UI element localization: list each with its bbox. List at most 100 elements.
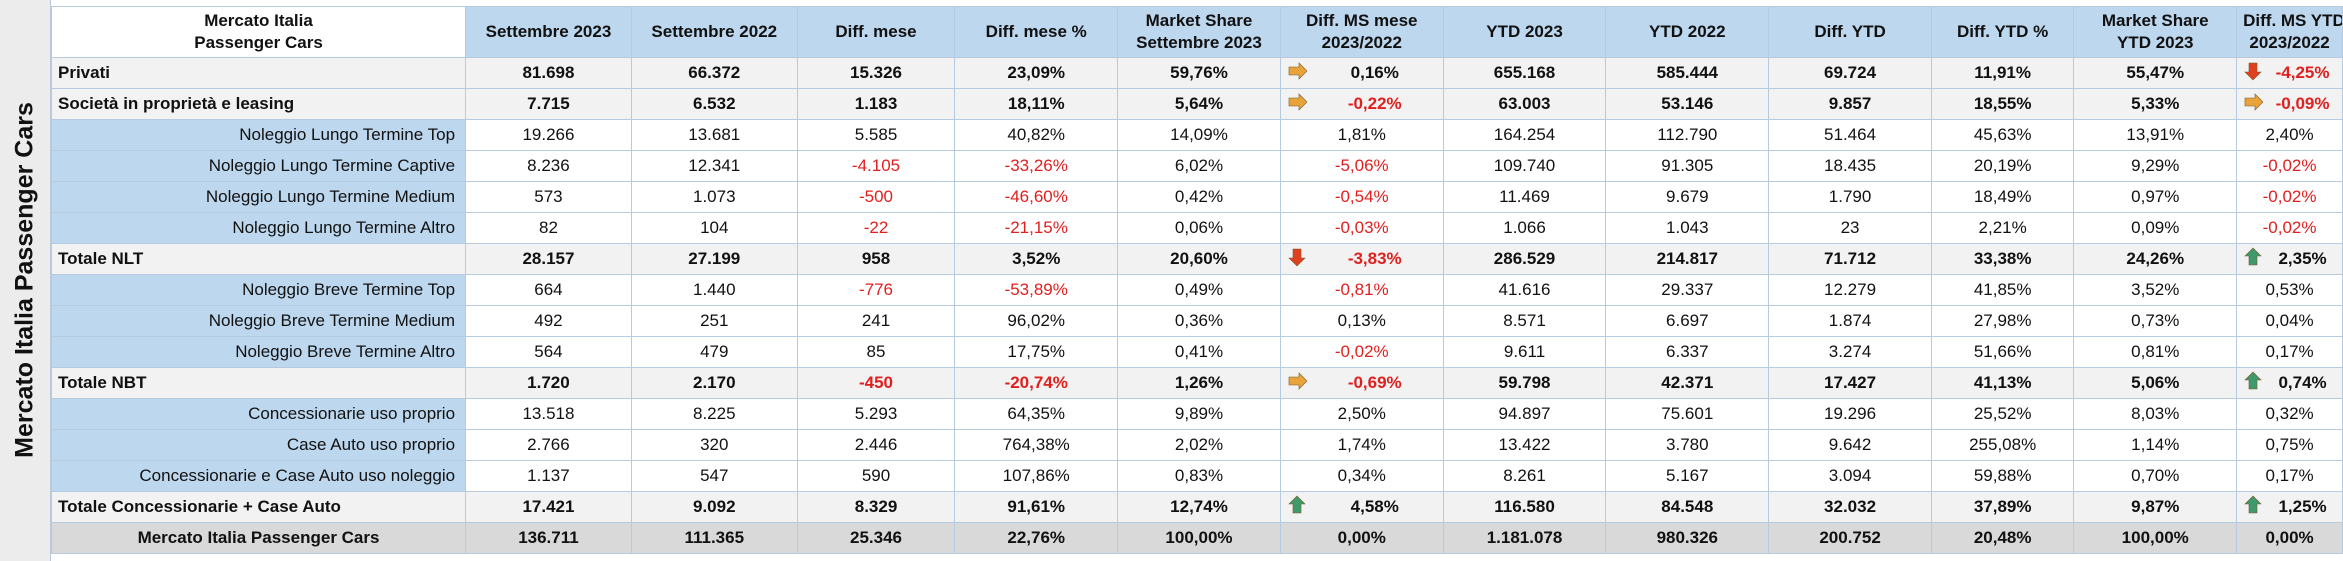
table-cell: 2.170 <box>630 367 798 399</box>
cell-value: -0,69% <box>1347 373 1402 392</box>
table-cell: 0,70% <box>2073 460 2238 492</box>
table-cell: 0,13% <box>1279 305 1444 337</box>
table-cell: 547 <box>630 460 798 492</box>
table-cell: 0,42% <box>1117 181 1281 213</box>
table-cell: 320 <box>630 429 798 461</box>
table-cell: 75.601 <box>1605 398 1770 430</box>
arrow-up-icon <box>2243 495 2271 520</box>
table-cell: 479 <box>630 336 798 368</box>
row-label: Mercato Italia Passenger Cars <box>50 522 467 554</box>
table-cell: 492 <box>465 305 632 337</box>
table-cell: 200.752 <box>1768 522 1932 554</box>
column-header-line: Diff. mese <box>835 22 917 41</box>
cell-value: -0,22% <box>1347 94 1402 113</box>
table-row: Totale NBT 1.720 2.170 -450 -20,74% 1,26% -0,6… <box>50 367 2343 399</box>
table-cell: 8.329 <box>796 491 956 523</box>
column-header-line: Settembre 2023 <box>485 22 612 41</box>
table-cell: 24,26% <box>2073 243 2238 275</box>
table-cell: 8.225 <box>630 398 798 430</box>
table-cell: 241 <box>796 305 956 337</box>
table-cell: -0,02% <box>2236 150 2343 182</box>
table-cell: 6.337 <box>1605 336 1770 368</box>
table-cell: 2,50% <box>1279 398 1444 430</box>
arrow-right-icon <box>1287 371 1315 396</box>
table-cell: 11.469 <box>1442 181 1607 213</box>
table-cell: 2,35% <box>2236 243 2343 275</box>
table-cell: 255,08% <box>1930 429 2075 461</box>
table-cell: 41,85% <box>1930 274 2075 306</box>
cell-value: 1,25% <box>2278 497 2327 516</box>
table-cell: 136.711 <box>465 522 632 554</box>
table-cell: 18,11% <box>954 88 1119 120</box>
table-cell: 1,74% <box>1279 429 1444 461</box>
column-header-line: Settembre 2022 <box>651 22 778 41</box>
table-cell: 9.642 <box>1768 429 1932 461</box>
table-cell: 8,03% <box>2073 398 2238 430</box>
table-cell: 9.857 <box>1768 88 1932 120</box>
table-cell: -4.105 <box>796 150 956 182</box>
table-cell: 0,83% <box>1117 460 1281 492</box>
column-header-line: Settembre 2023 <box>1136 33 1262 52</box>
table-cell: 573 <box>465 181 632 213</box>
table-row: Noleggio Lungo Termine Medium 573 1.073 -50… <box>50 181 2343 213</box>
arrow-up-icon <box>2243 247 2271 272</box>
table-cell: 2,21% <box>1930 212 2075 244</box>
table-cell: 33,38% <box>1930 243 2075 275</box>
corner-line-1: Mercato Italia <box>204 11 313 30</box>
table-cell: 71.712 <box>1768 243 1932 275</box>
table-cell: 53.146 <box>1605 88 1770 120</box>
table-cell: -4,25% <box>2236 57 2343 89</box>
table-cell: 100,00% <box>1117 522 1281 554</box>
table-cell: 25,52% <box>1930 398 2075 430</box>
table-cell: 69.724 <box>1768 57 1932 89</box>
table-row: Concessionarie e Case Auto uso noleggio 1… <box>50 460 2343 492</box>
table-cell: 8.261 <box>1442 460 1607 492</box>
table-cell: 2.446 <box>796 429 956 461</box>
table-cell: 0,17% <box>2236 336 2343 368</box>
table-cell: 55,47% <box>2073 57 2238 89</box>
cell-value: -3,83% <box>1347 249 1402 268</box>
table-cell: 23,09% <box>954 57 1119 89</box>
table-cell: 2.766 <box>465 429 632 461</box>
table-row: Privati 81.698 66.372 15.326 23,09% 59,76% 0,1… <box>50 57 2343 89</box>
table-cell: 51.464 <box>1768 119 1932 151</box>
table-row: Noleggio Breve Termine Medium 492 251 241 96… <box>50 305 2343 337</box>
table-cell: 14,09% <box>1117 119 1281 151</box>
cell-value: -4,25% <box>2275 63 2330 82</box>
corner-line-2: Passenger Cars <box>194 33 323 52</box>
table-cell: 1.181.078 <box>1442 522 1607 554</box>
table-cell: 19.266 <box>465 119 632 151</box>
column-header-line: Diff. MS YTD <box>2243 11 2343 30</box>
table-cell: 0,73% <box>2073 305 2238 337</box>
table-cell: 9.611 <box>1442 336 1607 368</box>
table-cell: 107,86% <box>954 460 1119 492</box>
table-cell: 3,52% <box>954 243 1119 275</box>
table-cell: 0,97% <box>2073 181 2238 213</box>
table-cell: 655.168 <box>1442 57 1607 89</box>
table-cell: 0,32% <box>2236 398 2343 430</box>
table-cell: 4,58% <box>1279 491 1444 523</box>
table-cell: 1,26% <box>1117 367 1281 399</box>
table-cell: 3.780 <box>1605 429 1770 461</box>
row-label: Privati <box>50 57 467 89</box>
table-cell: 27.199 <box>630 243 798 275</box>
table-cell: 84.548 <box>1605 491 1770 523</box>
table-cell: 6.532 <box>630 88 798 120</box>
table-cell: 0,17% <box>2236 460 2343 492</box>
table-row: Concessionarie uso proprio 13.518 8.225 5.2… <box>50 398 2343 430</box>
table-cell: 28.157 <box>465 243 632 275</box>
cell-value: 0,16% <box>1350 63 1399 82</box>
table-cell: 20,60% <box>1117 243 1281 275</box>
table-header: Mercato Italia Passenger Cars Settembre … <box>50 6 2343 58</box>
table-cell: 0,53% <box>2236 274 2343 306</box>
table-cell: 116.580 <box>1442 491 1607 523</box>
column-header: Diff. YTD <box>1768 6 1932 58</box>
table-cell: 8.236 <box>465 150 632 182</box>
table-cell: 0,04% <box>2236 305 2343 337</box>
table-cell: 0,41% <box>1117 336 1281 368</box>
cell-value: -0,09% <box>2275 94 2330 113</box>
table-cell: 109.740 <box>1442 150 1607 182</box>
table-cell: 59.798 <box>1442 367 1607 399</box>
table-cell: 214.817 <box>1605 243 1770 275</box>
table-cell: -500 <box>796 181 956 213</box>
